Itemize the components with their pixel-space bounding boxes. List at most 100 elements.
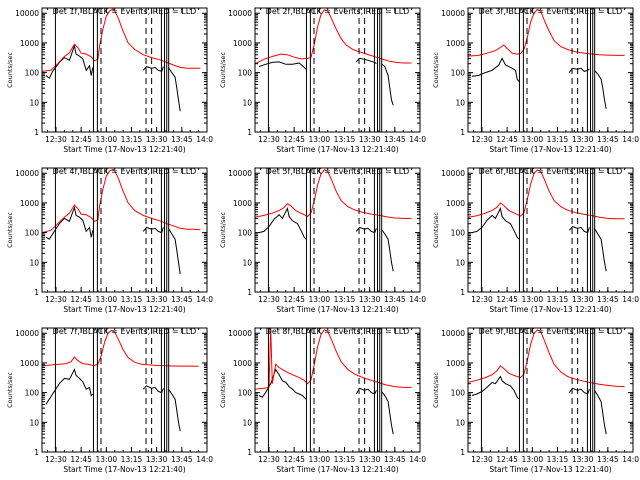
y-tick-label: 1 [460, 448, 465, 457]
y-tick-label: 100 [451, 389, 466, 398]
y-tick-label: 1000 [20, 359, 39, 368]
x-tick-label: 14:00 [196, 295, 213, 304]
x-tick-label: 13:15 [121, 295, 143, 304]
y-axis-label: Counts/sec [6, 52, 14, 88]
x-tick-label: 13:15 [334, 135, 356, 144]
y-tick-label: 1000 [20, 199, 39, 208]
events-line-seg-3 [167, 228, 181, 275]
x-tick-label: 13:15 [121, 455, 143, 464]
x-tick-label: 13:45 [171, 455, 193, 464]
events-line-seg-1 [258, 207, 307, 240]
panel-title: Det 2f, BLACK = Events, RED = LLD [266, 7, 410, 16]
y-tick-label: 100 [451, 69, 466, 78]
lld-line-seg-1 [42, 8, 201, 72]
events-line-seg-3 [381, 391, 394, 435]
x-tick-label: 12:45 [70, 135, 92, 144]
x-tick-label: 14:00 [196, 135, 213, 144]
x-tick-label: 14:00 [409, 455, 426, 464]
x-tick-label: 13:00 [96, 295, 118, 304]
x-tick-label: 13:00 [522, 295, 544, 304]
plot-frame [467, 7, 634, 133]
x-tick-label: 13:30 [572, 455, 594, 464]
y-tick-label: 10000 [228, 9, 252, 18]
chart-panel-8: 1 10 100 1000 10000 12:30 12:45 13:00 13:15 13:30… [219, 327, 426, 474]
plot-frame [254, 327, 421, 453]
events-line-seg-1 [45, 368, 94, 405]
events-line-seg-1 [471, 207, 520, 240]
x-tick-label: 14:00 [196, 455, 213, 464]
x-tick-label: 13:45 [171, 295, 193, 304]
plot-frame [254, 167, 421, 293]
y-tick-label: 1 [247, 288, 252, 297]
x-tick-label: 13:15 [334, 455, 356, 464]
lld-line-seg-1 [42, 168, 201, 234]
x-tick-label: 12:30 [471, 295, 493, 304]
x-axis-label: Start Time (17-Nov-13 12:21:40) [276, 465, 398, 474]
x-tick-label: 14:00 [409, 295, 426, 304]
lld-line-seg-1 [255, 328, 412, 390]
x-tick-label: 13:15 [547, 295, 569, 304]
lld-line-seg-1 [255, 169, 412, 219]
x-tick-label: 13:45 [171, 135, 193, 144]
x-tick-label: 13:45 [597, 455, 619, 464]
x-tick-label: 12:30 [258, 295, 280, 304]
x-tick-label: 13:30 [146, 135, 168, 144]
x-tick-label: 13:30 [146, 295, 168, 304]
events-line-seg-3 [594, 69, 607, 109]
chart-panel-9: 1 10 100 1000 10000 12:30 12:45 13:00 13:15 13:30… [432, 327, 639, 474]
x-axis-label: Start Time (17-Nov-13 12:21:40) [276, 305, 398, 314]
y-tick-label: 100 [25, 389, 40, 398]
y-tick-label: 10 [455, 418, 465, 427]
x-tick-label: 12:30 [258, 455, 280, 464]
x-axis-label: Start Time (17-Nov-13 12:21:40) [489, 305, 611, 314]
y-tick-label: 10000 [15, 169, 39, 178]
x-tick-label: 12:30 [45, 295, 67, 304]
plot-frame [467, 327, 634, 453]
x-axis-label: Start Time (17-Nov-13 12:21:40) [489, 465, 611, 474]
x-tick-label: 12:30 [471, 455, 493, 464]
y-tick-label: 1000 [233, 199, 252, 208]
y-tick-label: 1 [247, 128, 252, 137]
lld-line-seg-1 [468, 169, 625, 220]
x-axis-label: Start Time (17-Nov-13 12:21:40) [63, 305, 185, 314]
y-tick-label: 1000 [20, 39, 39, 48]
y-tick-label: 1 [34, 128, 39, 137]
panel-title: Det 9f, BLACK = Events, RED = LLD [479, 327, 623, 336]
y-tick-label: 1 [460, 128, 465, 137]
y-axis-label: Counts/sec [219, 52, 227, 88]
y-tick-label: 1000 [233, 39, 252, 48]
y-tick-label: 100 [238, 69, 253, 78]
panel-title: Det 6f, BLACK = Events, RED = LLD [479, 167, 623, 176]
x-axis-label: Start Time (17-Nov-13 12:21:40) [489, 145, 611, 154]
events-line-seg-3 [167, 388, 181, 432]
x-tick-label: 12:45 [283, 295, 305, 304]
panel-title: Det 5f, BLACK = Events, RED = LLD [266, 167, 410, 176]
x-tick-label: 13:45 [597, 135, 619, 144]
x-tick-label: 12:45 [496, 295, 518, 304]
y-tick-label: 10 [242, 98, 252, 107]
x-tick-label: 14:00 [409, 135, 426, 144]
x-tick-label: 13:30 [359, 135, 381, 144]
x-tick-label: 13:30 [572, 135, 594, 144]
plot-frame [41, 7, 208, 133]
chart-panel-2: 1 10 100 1000 10000 12:30 12:45 13:00 13:15 13:30… [219, 7, 426, 154]
x-tick-label: 13:45 [384, 135, 406, 144]
events-line-seg-1 [45, 43, 94, 79]
x-tick-label: 12:45 [496, 135, 518, 144]
chart-panel-6: 1 10 100 1000 10000 12:30 12:45 13:00 13:15 13:30… [432, 167, 639, 314]
x-tick-label: 13:15 [121, 135, 143, 144]
panel-title: Det 3f, BLACK = Events, RED = LLD [479, 7, 623, 16]
x-tick-label: 12:30 [45, 135, 67, 144]
x-tick-label: 14:00 [622, 295, 639, 304]
chart-panel-3: 1 10 100 1000 10000 12:30 12:45 13:00 13:15 13:30… [432, 7, 639, 154]
lld-line-seg-1 [468, 329, 625, 388]
x-tick-label: 14:00 [622, 455, 639, 464]
x-tick-label: 13:15 [334, 295, 356, 304]
x-tick-label: 13:45 [384, 295, 406, 304]
x-tick-label: 14:00 [622, 135, 639, 144]
x-tick-label: 13:30 [146, 455, 168, 464]
y-tick-label: 100 [25, 229, 40, 238]
chart-panel-7: 1 10 100 1000 10000 12:30 12:45 13:00 13:15 13:30… [6, 327, 213, 474]
x-tick-label: 12:30 [258, 135, 280, 144]
